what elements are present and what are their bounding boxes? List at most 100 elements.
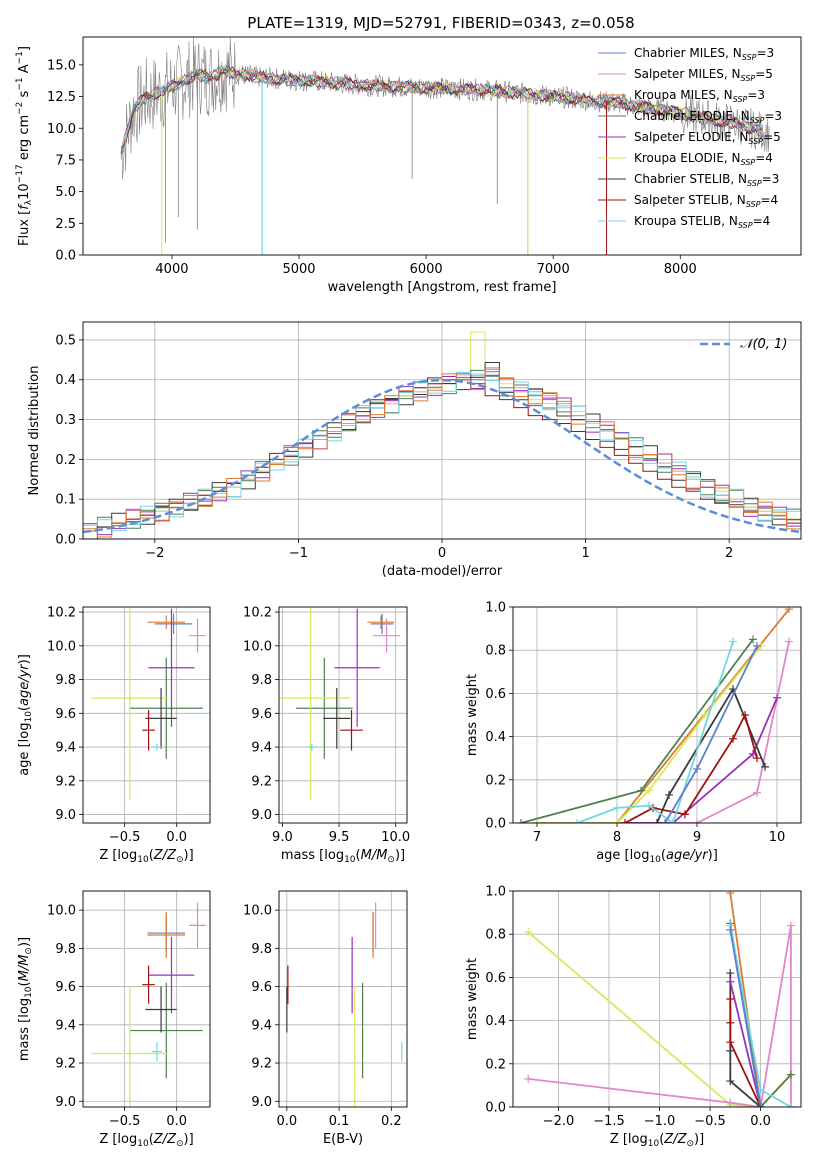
x-tick-label: −0.5 xyxy=(109,1114,141,1129)
axes-frame xyxy=(512,606,802,824)
y-tick-label: 9.2 xyxy=(251,774,272,789)
y-tick-label: 9.6 xyxy=(55,980,76,995)
panel-7: −2.0 −1.5 −1.0 −0.5 0.0 0.0 0.2 0.4 0.6 0.8 1.0 Z [… xyxy=(465,885,802,1149)
x-tick-label: 0.1 xyxy=(329,1114,350,1129)
x-tick-label: −2 xyxy=(145,546,164,561)
point-marker xyxy=(729,637,737,646)
panel-0: 4000 5000 6000 7000 8000 0.0 2.5 5.0 7.5 10.0 12.5… xyxy=(15,36,802,295)
point-marker xyxy=(726,977,735,986)
y-tick-label: 7.5 xyxy=(55,153,76,168)
x-tick-label: 5000 xyxy=(282,262,315,277)
point-marker xyxy=(726,995,735,1003)
point-marker xyxy=(726,969,735,978)
series-line xyxy=(528,925,792,1107)
y-tick-label: 9.6 xyxy=(251,707,272,722)
legend-label: Chabrier MILES, NSSP=3 xyxy=(634,46,774,62)
y-tick-label: 2.5 xyxy=(55,217,76,232)
series-line xyxy=(537,608,790,823)
y-axis-label: mass weight xyxy=(465,958,480,1040)
point-marker xyxy=(786,1103,795,1107)
x-tick-label: 0.0 xyxy=(166,830,187,845)
y-tick-label: 10.0 xyxy=(47,639,76,654)
point-marker xyxy=(785,607,793,614)
point-marker xyxy=(613,803,621,812)
point-marker xyxy=(753,754,761,763)
panel-1: −2 −1 0 1 2 0.0 0.1 0.2 0.3 0.4 0.5 (data-model)/er… xyxy=(27,321,802,579)
y-tick-label: 0.2 xyxy=(55,453,76,468)
plot-area xyxy=(91,902,206,1107)
y-tick-label: 10.2 xyxy=(243,606,272,621)
point-marker xyxy=(749,635,757,644)
point-marker xyxy=(621,819,629,823)
point-marker xyxy=(665,790,673,799)
axes-frame xyxy=(278,606,408,824)
y-tick-label: 0.2 xyxy=(485,1057,506,1072)
point-marker xyxy=(741,711,749,719)
point-marker xyxy=(773,693,781,702)
x-tick-label: 0 xyxy=(438,546,446,561)
y-tick-label: 9.0 xyxy=(55,808,76,823)
point-marker xyxy=(726,1046,735,1055)
y-tick-label: 0.5 xyxy=(55,333,76,348)
x-tick-label: 0.2 xyxy=(381,1114,402,1129)
y-tick-label: 9.6 xyxy=(251,980,272,995)
legend-label: Kroupa MILES, NSSP=3 xyxy=(634,88,765,104)
y-tick-label: 0.4 xyxy=(485,1014,506,1029)
x-tick-label: −1.5 xyxy=(593,1114,625,1129)
legend-label: Salpeter STELIB, NSSP=4 xyxy=(634,193,778,209)
x-tick-label: 0.0 xyxy=(750,1114,771,1129)
x-tick-label: 10.0 xyxy=(381,830,410,845)
point-marker xyxy=(756,1103,765,1107)
x-tick-label: −0.5 xyxy=(694,1114,726,1129)
series-line xyxy=(729,981,762,1107)
normal-curve xyxy=(83,378,801,534)
x-tick-label: 6000 xyxy=(410,262,443,277)
point-marker xyxy=(726,1077,735,1086)
plot-area xyxy=(279,607,401,800)
x-tick-label: −1.0 xyxy=(644,1114,676,1129)
axes-frame xyxy=(278,890,408,1108)
y-tick-label: 0.0 xyxy=(55,533,76,548)
x-axis-label: Z [log10(Z/Z⊙)] xyxy=(610,1132,704,1149)
point-marker xyxy=(701,711,709,719)
point-marker xyxy=(637,786,645,795)
series-line xyxy=(624,712,758,823)
series-line xyxy=(537,697,778,823)
histogram-step xyxy=(83,371,801,532)
point-marker xyxy=(533,819,541,823)
point-marker xyxy=(524,1074,533,1083)
series-line xyxy=(729,929,762,1107)
series-line xyxy=(729,999,762,1107)
x-tick-label: 8 xyxy=(613,830,621,845)
y-tick-label: 9.4 xyxy=(251,741,272,756)
y-tick-label: 0.6 xyxy=(485,971,506,986)
y-tick-label: 9.6 xyxy=(55,707,76,722)
point-marker xyxy=(726,925,735,934)
y-tick-label: 0.4 xyxy=(485,730,506,745)
point-marker xyxy=(693,765,701,773)
axes-frame xyxy=(82,36,802,256)
model-fit xyxy=(120,63,764,160)
model-fit xyxy=(120,65,764,157)
point-marker xyxy=(645,786,653,795)
point-marker xyxy=(726,1098,735,1107)
point-marker xyxy=(786,1070,795,1079)
x-axis-label: E(B-V) xyxy=(323,1132,363,1147)
panel-6: 0.0 0.1 0.2 9.0 9.2 9.4 9.6 9.8 10.0 E(B-V) xyxy=(243,890,408,1147)
y-tick-label: 9.8 xyxy=(251,942,272,957)
y-tick-label: 10.0 xyxy=(47,904,76,919)
x-tick-label: −0.5 xyxy=(109,830,141,845)
y-tick-label: 0.0 xyxy=(485,817,506,832)
x-tick-label: 4000 xyxy=(155,262,188,277)
axes-frame xyxy=(82,606,211,824)
y-tick-label: 9.4 xyxy=(55,741,76,756)
legend-label: Chabrier ELODIE, NSSP=3 xyxy=(634,109,782,125)
histogram-step xyxy=(83,368,801,538)
y-tick-label: 9.0 xyxy=(251,808,272,823)
x-tick-label: 9.0 xyxy=(272,830,293,845)
plot-area xyxy=(120,37,770,255)
point-marker xyxy=(613,819,621,823)
point-marker xyxy=(761,762,769,771)
y-tick-label: 9.0 xyxy=(55,1095,76,1110)
y-axis-label: age [log10(age/yr)] xyxy=(17,654,34,776)
